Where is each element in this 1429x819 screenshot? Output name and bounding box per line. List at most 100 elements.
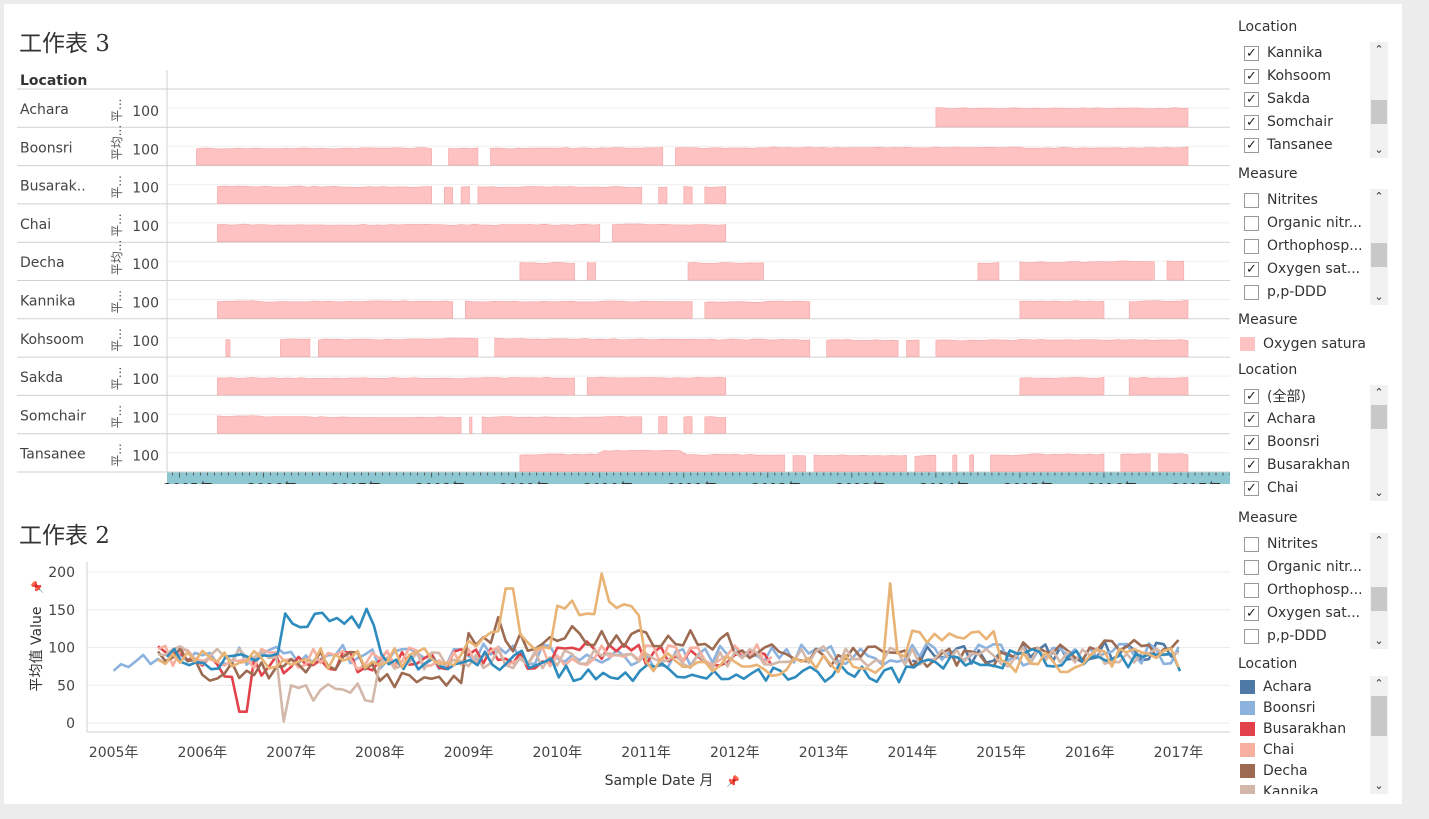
area-segment[interactable] (935, 339, 1189, 357)
scroll-up-icon[interactable]: ⌃ (1374, 190, 1384, 203)
filter-item[interactable]: ✓ Sakda (1240, 88, 1365, 110)
scroll-down-icon[interactable]: ⌄ (1374, 290, 1384, 303)
scroll-down-icon[interactable]: ⌄ (1374, 143, 1384, 156)
area-segment[interactable] (658, 416, 668, 434)
area-segment[interactable] (460, 186, 470, 204)
area-segment[interactable] (465, 300, 693, 319)
filter-item[interactable]: ✓ Chai (1240, 477, 1365, 499)
area-segment[interactable] (586, 261, 596, 281)
area-segment[interactable] (280, 338, 311, 357)
area-segment[interactable] (952, 454, 958, 472)
scrollbar[interactable]: ⌃ ⌄ (1370, 533, 1388, 649)
checkbox-checked-icon[interactable]: ✓ (1244, 457, 1259, 473)
filter-item[interactable]: ✓ Somchair (1240, 111, 1365, 133)
filter-item[interactable]: ✓ Tansanee (1240, 134, 1365, 156)
scroll-thumb[interactable] (1371, 405, 1387, 429)
area-segment[interactable] (792, 455, 806, 472)
area-segment[interactable] (1019, 376, 1105, 396)
area-segment[interactable] (969, 454, 974, 472)
area-segment[interactable] (990, 453, 1105, 472)
checkbox-checked-icon[interactable]: ✓ (1244, 137, 1259, 153)
checkbox-checked-icon[interactable]: ✓ (1244, 411, 1259, 427)
filter-item[interactable]: ✓ Oxygen sat... (1240, 602, 1365, 624)
scrollbar[interactable]: ⌃ ⌄ (1370, 385, 1388, 501)
checkbox-checked-icon[interactable]: ✓ (1244, 45, 1259, 61)
filter-item[interactable]: ✓ Achara (1240, 408, 1365, 430)
area-segment[interactable] (217, 300, 453, 319)
area-segment[interactable] (225, 339, 231, 357)
area-segment[interactable] (704, 300, 811, 319)
scroll-up-icon[interactable]: ⌃ (1374, 386, 1384, 399)
area-segment[interactable] (481, 416, 643, 434)
area-segment[interactable] (519, 449, 785, 472)
scroll-down-icon[interactable]: ⌄ (1374, 486, 1384, 499)
scroll-down-icon[interactable]: ⌄ (1374, 634, 1384, 647)
checkbox-unchecked-icon[interactable] (1244, 559, 1259, 575)
area-segment[interactable] (704, 416, 727, 434)
scrollbar[interactable]: ⌃ ⌄ (1370, 189, 1388, 305)
area-segment[interactable] (519, 261, 575, 281)
area-segment[interactable] (612, 223, 727, 242)
checkbox-checked-icon[interactable]: ✓ (1244, 91, 1259, 107)
area-segment[interactable] (906, 339, 920, 357)
line-series-kohsoom[interactable] (165, 607, 1182, 684)
area-segment[interactable] (1019, 260, 1155, 281)
area-segment[interactable] (448, 147, 479, 166)
line-series-kannika[interactable] (157, 645, 1179, 723)
legend-item[interactable]: Oxygen saturati.. (1240, 333, 1365, 354)
filter-item[interactable]: Nitrites (1240, 533, 1365, 555)
area-segment[interactable] (586, 376, 727, 396)
checkbox-checked-icon[interactable]: ✓ (1244, 480, 1259, 496)
area-segment[interactable] (1120, 453, 1151, 472)
area-segment[interactable] (196, 147, 432, 166)
area-segment[interactable] (1166, 260, 1185, 281)
area-segment[interactable] (490, 147, 664, 166)
area-segment[interactable] (318, 337, 479, 357)
area-segment[interactable] (217, 185, 432, 204)
scroll-up-icon[interactable]: ⌃ (1374, 43, 1384, 56)
checkbox-unchecked-icon[interactable] (1244, 215, 1259, 231)
filter-item[interactable]: ✓ Kannika (1240, 42, 1365, 64)
area-segment[interactable] (658, 186, 668, 204)
scroll-thumb[interactable] (1371, 100, 1387, 124)
scroll-down-icon[interactable]: ⌄ (1374, 779, 1384, 792)
area-segment[interactable] (217, 223, 601, 242)
area-segment[interactable] (977, 262, 1000, 281)
filter-item[interactable]: Nitrites (1240, 189, 1365, 211)
scroll-up-icon[interactable]: ⌃ (1374, 534, 1384, 547)
checkbox-unchecked-icon[interactable] (1244, 192, 1259, 208)
area-segment[interactable] (1128, 376, 1189, 396)
scroll-up-icon[interactable]: ⌃ (1374, 677, 1384, 690)
scrollbar[interactable]: ⌃ ⌄ (1370, 676, 1388, 794)
area-segment[interactable] (826, 339, 899, 357)
area-segment[interactable] (687, 262, 764, 281)
area-segment[interactable] (494, 337, 811, 357)
checkbox-unchecked-icon[interactable] (1244, 238, 1259, 254)
area-segment[interactable] (683, 416, 693, 434)
area-segment[interactable] (217, 415, 462, 434)
area-segment[interactable] (477, 186, 643, 204)
scrollbar[interactable]: ⌃ ⌄ (1370, 42, 1388, 158)
sheet2-line-chart[interactable]: 200 150 100 50 0 平均值 Value 📌 2005年 2006年 2007年 200… (4, 504, 1230, 804)
filter-item[interactable]: ✓ (全部) (1240, 385, 1365, 407)
area-segment[interactable] (469, 416, 473, 434)
filter-item[interactable]: p,p-DDD (1240, 281, 1365, 303)
scroll-thumb[interactable] (1371, 243, 1387, 267)
checkbox-checked-icon[interactable]: ✓ (1244, 261, 1259, 277)
legend-item[interactable]: Kannika (1240, 781, 1365, 794)
area-segment[interactable] (683, 186, 693, 204)
filter-item[interactable]: ✓ Boonsri (1240, 431, 1365, 453)
checkbox-unchecked-icon[interactable] (1244, 536, 1259, 552)
filter-item[interactable]: ✓ Oxygen sat... (1240, 258, 1365, 280)
checkbox-checked-icon[interactable]: ✓ (1244, 68, 1259, 84)
area-segment[interactable] (444, 186, 453, 204)
legend-item[interactable]: Achara (1240, 676, 1365, 697)
area-segment[interactable] (935, 107, 1189, 128)
filter-item[interactable]: Organic nitr... (1240, 212, 1365, 234)
area-segment[interactable] (217, 376, 575, 396)
legend-item[interactable]: Chai (1240, 739, 1365, 760)
area-segment[interactable] (1128, 299, 1189, 319)
filter-item[interactable]: Orthophosp... (1240, 235, 1365, 257)
checkbox-unchecked-icon[interactable] (1244, 582, 1259, 598)
